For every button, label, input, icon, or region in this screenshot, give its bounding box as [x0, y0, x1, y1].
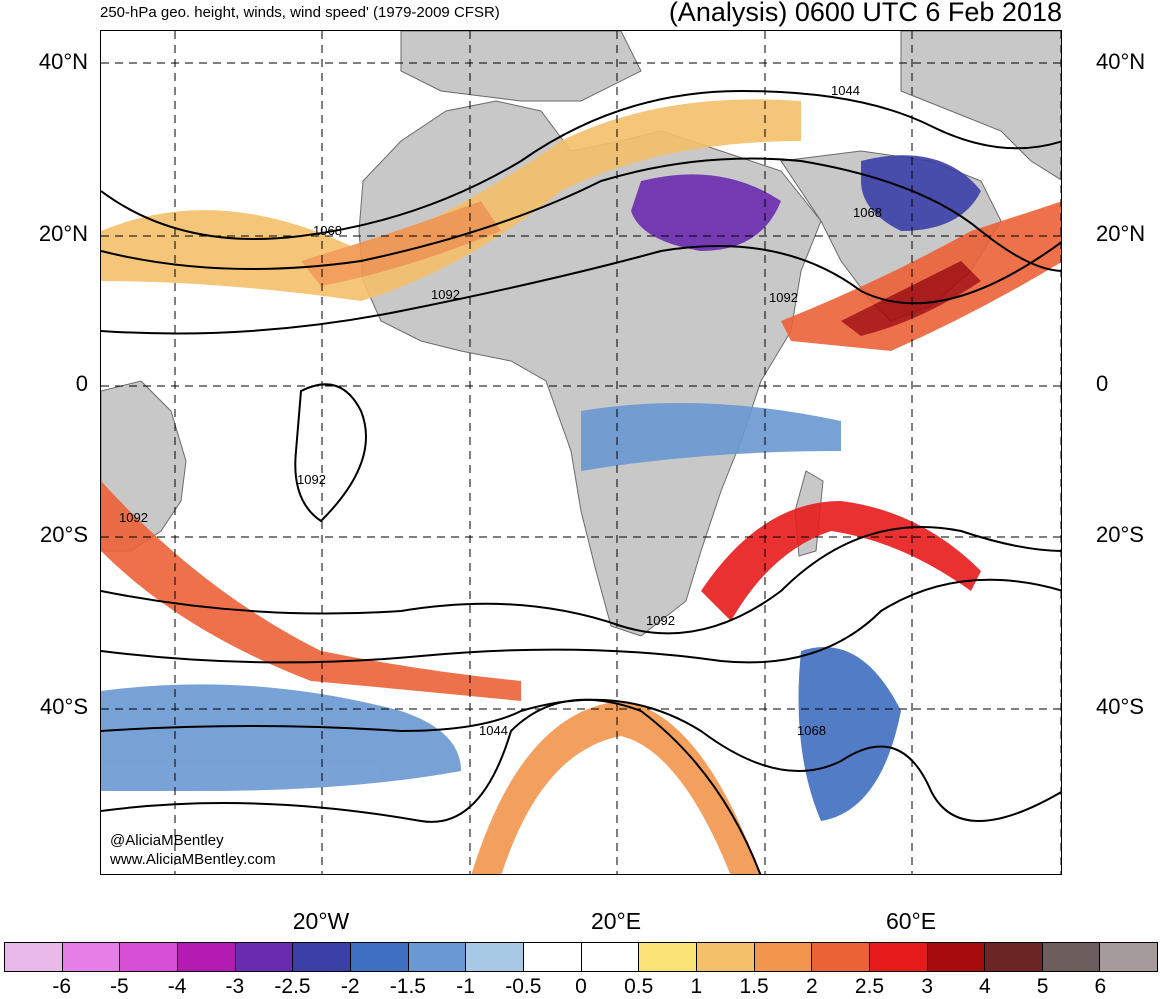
colorbar-bin: [293, 943, 351, 971]
colorbar-bin: [754, 943, 813, 971]
south-atlantic-jet: [101, 481, 521, 701]
subtropical-jet-core: [301, 201, 501, 286]
lat-label-20s-left: 20°S: [40, 522, 88, 547]
colorbar-bin: [466, 943, 524, 971]
equatorial-blue-band: [581, 403, 841, 471]
contour-label: 1068: [797, 723, 826, 738]
map-canvas: 1044 1068 1068 1092 1092 1092 1092 1092 …: [101, 31, 1061, 874]
height-contour: [294, 383, 367, 523]
colorbar-bin: [639, 943, 697, 971]
map-subtitle: 250-hPa geo. height, winds, wind speed' …: [100, 4, 500, 21]
colorbar-bin: [927, 943, 986, 971]
colorbar-tick-label: -1: [456, 975, 475, 998]
lat-label-eq-left: 0: [75, 371, 88, 396]
colorbar-tick-label: -2.5: [274, 975, 311, 998]
colorbar-bin: [408, 943, 467, 971]
southern-blue-region: [101, 684, 461, 791]
colorbar-bin: [869, 943, 928, 971]
colorbar-bin: [523, 943, 582, 971]
colorbar-bin: [985, 943, 1043, 971]
height-contour: [101, 157, 1061, 272]
colorbar-bin: [1100, 943, 1158, 971]
colorbar-bin: [812, 943, 870, 971]
colorbar-tick-label: 1.5: [739, 975, 769, 998]
lat-label-40s-right: 40°S: [1096, 694, 1144, 719]
colorbar-bin: [177, 943, 236, 971]
colorbar-tick-label: 1: [690, 975, 703, 998]
graticule: [101, 31, 1061, 874]
colorbar-bin: [350, 943, 409, 971]
contour-label: 1092: [769, 290, 798, 305]
contour-label: 1092: [431, 287, 460, 302]
credit-handle: @AliciaMBentley: [110, 832, 224, 849]
colorbar-tick-label: 2: [805, 975, 818, 998]
lat-label-20n-right: 20°N: [1096, 221, 1146, 246]
lon-label-20w: 20°W: [292, 908, 350, 934]
colorbar-tick-label: -0.5: [505, 975, 542, 998]
colorbar-tick-label: 3: [921, 975, 934, 998]
height-contour: [101, 698, 762, 874]
colorbar-bin: [235, 943, 294, 971]
lat-label-40s-left: 40°S: [40, 694, 88, 719]
contour-label: 1092: [646, 613, 675, 628]
height-contour: [101, 241, 1061, 335]
colorbar: [4, 942, 1158, 972]
colorbar-tick-label: -5: [110, 975, 129, 998]
contour-label: 1092: [119, 510, 148, 525]
colorbar-bin: [62, 943, 121, 971]
asia-landmass: [900, 31, 1061, 181]
map-title: (Analysis) 0600 UTC 6 Feb 2018: [668, 0, 1062, 27]
arabia-low-purple: [861, 155, 981, 231]
lat-label-20s-right: 20°S: [1096, 522, 1144, 547]
lat-label-20n-left: 20°N: [38, 221, 88, 246]
colorbar-tick-label: 0: [575, 975, 587, 998]
colorbar-bin: [581, 943, 640, 971]
colorbar-tick-label: -2: [340, 975, 360, 998]
height-contour: [101, 89, 1061, 240]
colorbar-tick-label: 2.5: [854, 975, 885, 998]
colorbar-tick-label: -6: [52, 975, 72, 998]
height-contours: [101, 89, 1061, 874]
europe-landmass: [400, 31, 642, 102]
contour-label: 1068: [313, 223, 342, 238]
southern-trough-jet: [471, 701, 761, 874]
lat-label-40n-left: 40°N: [38, 49, 88, 74]
credit-website: www.AliciaMBentley.com: [110, 851, 276, 868]
colorbar-tick-label: 6: [1094, 975, 1107, 998]
lat-label-40n-right: 40°N: [1096, 49, 1146, 74]
colorbar-bin: [1042, 943, 1101, 971]
south-indian-blue: [798, 647, 901, 821]
colorbar-bin: [5, 943, 63, 971]
height-contour: [101, 698, 1061, 822]
height-contour: [101, 526, 1061, 635]
lon-label-20e: 20°E: [590, 908, 642, 934]
wind-speed-anomaly-shading: [101, 99, 1061, 874]
colorbar-bin: [120, 943, 178, 971]
colorbar-tick-label: -4: [167, 975, 187, 998]
colorbar-tick-label: 5: [1036, 975, 1049, 998]
colorbar-tick-label: -1.5: [389, 975, 426, 998]
colorbar-tick-label: -3: [225, 975, 245, 998]
contour-label: 1044: [831, 83, 860, 98]
colorbar-tick-label: 0.5: [624, 975, 654, 998]
map-plot: 1044 1068 1068 1092 1092 1092 1092 1092 …: [100, 30, 1062, 875]
indian-ocean-jet: [701, 501, 981, 621]
arabian-sea-jet-core: [841, 261, 981, 336]
north-africa-low-purple: [631, 174, 781, 251]
contour-label: 1044: [479, 723, 508, 738]
subtropical-jet-orange: [101, 99, 801, 301]
lon-label-60e: 60°E: [885, 908, 937, 934]
lat-label-eq-right: 0: [1096, 371, 1109, 396]
colorbar-tick-label: 4: [979, 975, 991, 998]
height-contour: [101, 578, 1061, 664]
contour-labels: 1044 1068 1068 1092 1092 1092 1092 1092 …: [119, 83, 882, 738]
colorbar-bin: [696, 943, 755, 971]
contour-label: 1068: [853, 205, 882, 220]
contour-label: 1092: [297, 472, 326, 487]
